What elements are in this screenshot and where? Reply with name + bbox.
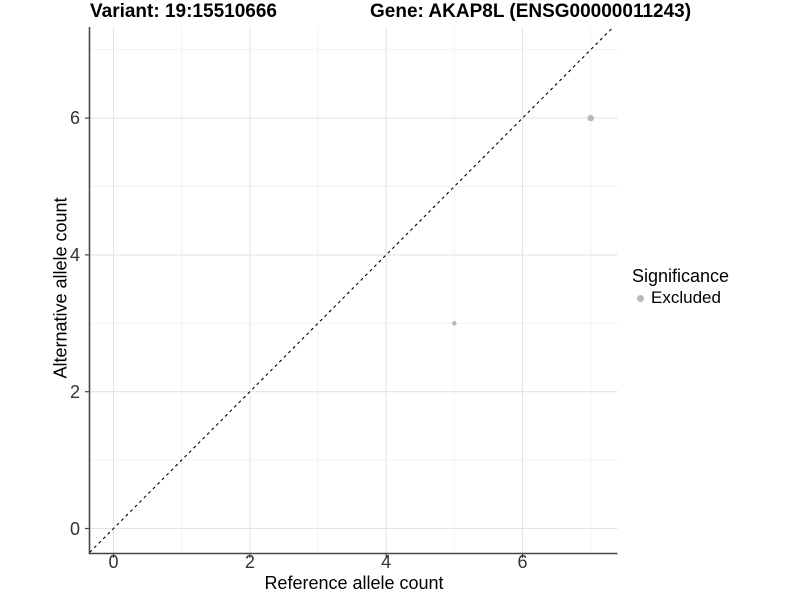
x-tick-label: 4 <box>381 552 392 572</box>
x-tick-label: 2 <box>244 552 255 572</box>
legend-title: Significance <box>632 266 730 286</box>
plot-title-gene: Gene: AKAP8L (ENSG00000011243) <box>370 1 692 22</box>
data-point <box>452 321 457 326</box>
excluded-point-icon <box>637 294 644 302</box>
y-tick-label: 6 <box>69 108 80 129</box>
y-tick-label: 0 <box>69 518 80 539</box>
x-tick-label: 0 <box>108 552 119 572</box>
legend-item-excluded: Excluded <box>632 288 729 308</box>
y-tick-label: 4 <box>69 244 80 265</box>
y-tick-label: 2 <box>69 381 80 402</box>
data-point <box>587 114 594 122</box>
x-tick-label: 6 <box>517 552 528 572</box>
y-axis-title: Alternative allele count <box>50 197 71 379</box>
x-axis-title: Reference allele count <box>264 573 444 593</box>
legend-item-label: Excluded <box>651 288 721 307</box>
legend: Significance Excluded <box>632 265 729 308</box>
identity-line <box>89 26 614 553</box>
plot-title-variant: Variant: 19:15510666 <box>90 1 277 22</box>
